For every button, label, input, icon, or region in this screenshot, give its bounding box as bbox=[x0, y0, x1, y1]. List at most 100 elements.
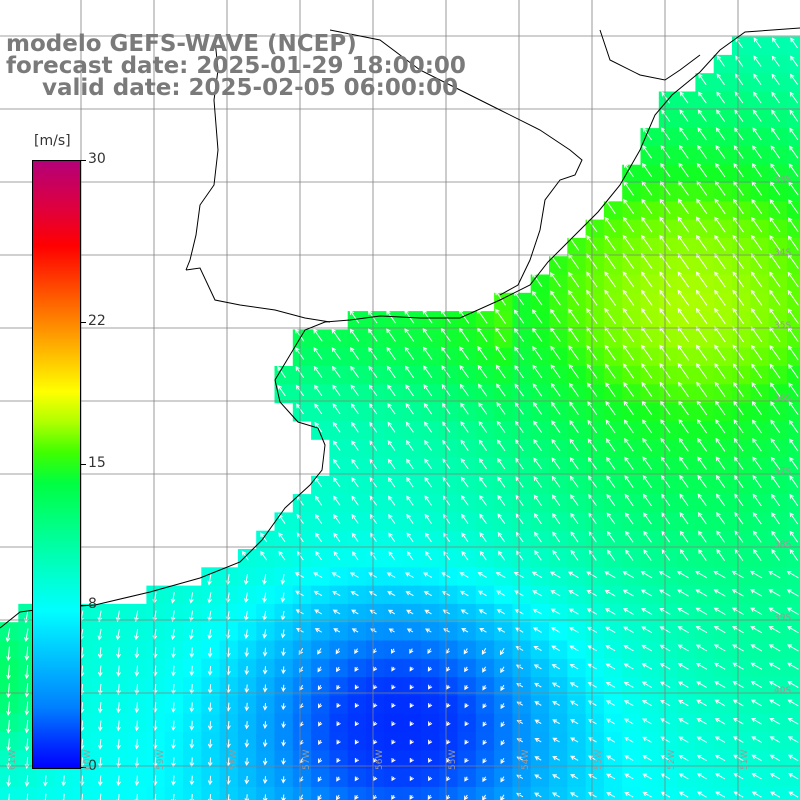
wind-arrow bbox=[171, 775, 176, 786]
colorbar-tick bbox=[80, 463, 86, 465]
wind-arrow bbox=[533, 646, 542, 652]
wind-arrow bbox=[446, 776, 451, 782]
wind-arrow bbox=[409, 648, 414, 654]
wind-arrow bbox=[406, 551, 414, 561]
wind-arrow bbox=[768, 681, 781, 689]
wind-arrow bbox=[569, 419, 579, 434]
wind-arrow bbox=[768, 662, 781, 670]
wind-arrow bbox=[497, 457, 506, 470]
wind-arrow bbox=[661, 109, 671, 122]
wind-arrow bbox=[751, 344, 763, 361]
wind-arrow bbox=[189, 775, 195, 786]
wind-arrow bbox=[422, 327, 433, 342]
wind-arrow bbox=[516, 683, 524, 688]
wind-arrow bbox=[750, 289, 763, 306]
colorbar-tick bbox=[80, 767, 86, 768]
wind-speed-cell bbox=[128, 786, 147, 800]
wind-arrow bbox=[677, 626, 689, 634]
wind-arrow bbox=[550, 345, 561, 361]
wind-arrow bbox=[568, 608, 579, 615]
wind-arrow bbox=[317, 666, 322, 673]
wind-arrow bbox=[97, 702, 103, 714]
wind-arrow bbox=[478, 609, 487, 615]
wind-arrow bbox=[388, 514, 396, 524]
wind-arrow bbox=[660, 145, 671, 159]
wind-arrow bbox=[787, 717, 799, 725]
land-boundary bbox=[185, 267, 331, 323]
wind-arrow bbox=[734, 512, 744, 525]
wind-arrow bbox=[281, 739, 286, 747]
wind-arrow bbox=[460, 609, 469, 615]
wind-arrow bbox=[500, 758, 505, 765]
wind-arrow bbox=[677, 589, 689, 597]
wind-arrow bbox=[678, 144, 689, 159]
wind-arrow bbox=[679, 127, 689, 141]
wind-arrow bbox=[622, 344, 635, 361]
longitude-label: 57W bbox=[302, 749, 312, 770]
wind-arrow bbox=[732, 681, 744, 689]
wind-arrow bbox=[643, 530, 652, 543]
wind-arrow bbox=[278, 550, 286, 561]
wind-arrow bbox=[500, 739, 505, 746]
wind-speed-cell bbox=[786, 768, 800, 788]
wind-arrow bbox=[570, 531, 579, 543]
longitude-label: 58W bbox=[229, 749, 239, 770]
wind-arrow bbox=[405, 591, 414, 597]
wind-arrow bbox=[587, 718, 597, 725]
wind-arrow bbox=[373, 776, 378, 782]
wind-arrow bbox=[116, 775, 121, 787]
wind-arrow bbox=[716, 548, 726, 561]
wind-arrow bbox=[605, 382, 616, 397]
wind-arrow bbox=[679, 474, 689, 488]
wind-arrow bbox=[354, 684, 360, 690]
wind-arrow bbox=[404, 572, 414, 578]
wind-arrow bbox=[24, 775, 30, 787]
wind-speed-cells bbox=[0, 36, 800, 800]
wind-arrow bbox=[642, 456, 653, 470]
wind-arrow bbox=[97, 683, 103, 696]
wind-arrow bbox=[350, 365, 360, 378]
wind-arrow bbox=[606, 456, 616, 470]
wind-speed-cell bbox=[786, 402, 800, 422]
wind-arrow bbox=[570, 755, 579, 761]
wind-arrow bbox=[409, 721, 414, 727]
wind-arrow bbox=[605, 700, 616, 707]
wind-arrow bbox=[534, 756, 542, 761]
wind-speed-cell bbox=[420, 786, 440, 800]
wind-arrow bbox=[388, 532, 396, 543]
wind-arrow bbox=[661, 91, 671, 104]
wind-arrow bbox=[789, 91, 799, 104]
wind-arrow bbox=[695, 607, 708, 615]
wind-arrow bbox=[733, 381, 744, 397]
wind-arrow bbox=[43, 793, 47, 800]
wind-arrow bbox=[550, 590, 561, 597]
wind-arrow bbox=[570, 719, 579, 725]
wind-arrow bbox=[714, 307, 726, 324]
colorbar-tick-label: 22 bbox=[88, 312, 106, 329]
wind-arrow bbox=[641, 626, 653, 634]
wind-arrow bbox=[769, 271, 781, 288]
wind-arrow bbox=[678, 718, 689, 725]
wind-arrow bbox=[280, 574, 286, 585]
wind-arrow bbox=[732, 699, 744, 707]
colorbar-tick bbox=[80, 605, 86, 607]
wind-arrow bbox=[97, 720, 103, 732]
wind-arrow bbox=[551, 627, 561, 633]
wind-arrow bbox=[336, 758, 341, 764]
wind-arrow bbox=[714, 381, 726, 397]
wind-arrow bbox=[6, 738, 12, 752]
wind-speed-cell bbox=[585, 786, 605, 800]
wind-speed-cell bbox=[786, 256, 800, 276]
wind-arrow bbox=[79, 793, 84, 800]
wind-arrow bbox=[6, 664, 11, 680]
wind-arrow bbox=[696, 162, 708, 178]
wind-arrow bbox=[460, 458, 469, 470]
wind-arrow bbox=[515, 476, 524, 488]
wind-arrow bbox=[550, 290, 561, 306]
wind-arrow bbox=[552, 550, 561, 561]
wind-arrow bbox=[769, 699, 781, 707]
wind-arrow bbox=[715, 127, 726, 141]
wind-arrow bbox=[423, 365, 433, 379]
wind-speed-cell bbox=[274, 786, 294, 800]
